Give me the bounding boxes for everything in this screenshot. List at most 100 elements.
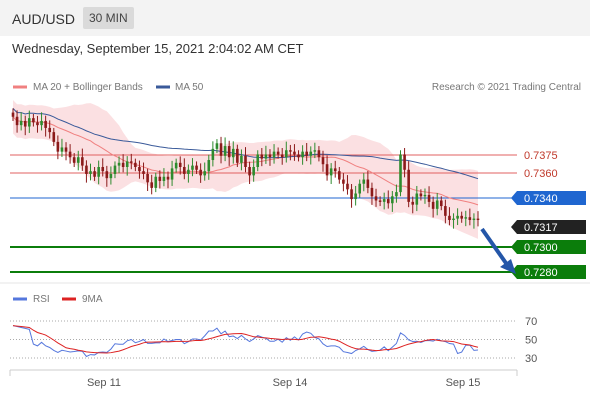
rsi-level-label: 50 bbox=[525, 335, 537, 347]
rsi-level-label: 30 bbox=[525, 353, 537, 365]
candle-body bbox=[333, 168, 337, 172]
rsi-level-label: 70 bbox=[525, 316, 537, 328]
candle-body bbox=[276, 151, 280, 155]
candle-body bbox=[346, 183, 349, 190]
candle-body bbox=[64, 147, 68, 152]
candle-body bbox=[215, 143, 219, 149]
candle-body bbox=[85, 165, 88, 174]
candle-body bbox=[244, 155, 247, 167]
candle-body bbox=[28, 118, 31, 127]
candle-body bbox=[435, 200, 439, 209]
rsi-line bbox=[12, 325, 479, 358]
candle-body bbox=[93, 171, 96, 177]
candle-body bbox=[423, 194, 427, 197]
candle-body bbox=[301, 151, 304, 158]
candle-body bbox=[264, 154, 268, 159]
candle-body bbox=[476, 218, 480, 221]
rsi-panel: 70 50 30 bbox=[10, 316, 537, 365]
candle-body bbox=[219, 143, 223, 156]
candle-body bbox=[280, 154, 284, 158]
candle-body bbox=[56, 141, 60, 152]
candle-body bbox=[52, 132, 56, 142]
candle-body bbox=[44, 120, 47, 128]
forecast-arrow bbox=[480, 227, 510, 268]
candle-body bbox=[97, 166, 100, 177]
last-price-box bbox=[511, 220, 586, 234]
pair-title: AUD/USD bbox=[12, 11, 76, 27]
candle-body bbox=[362, 179, 366, 184]
x-tick-label: Sep 14 bbox=[273, 377, 308, 389]
candle-body bbox=[81, 157, 84, 166]
candle-body bbox=[211, 148, 215, 161]
support-label: 0.7300 bbox=[524, 242, 558, 254]
candle-body bbox=[248, 166, 251, 176]
level-lines: 0.7375 0.7360 0.7340 0.7317 0.7300 0.7280 bbox=[10, 150, 586, 279]
candle-body bbox=[240, 155, 243, 163]
candle-body bbox=[338, 171, 341, 180]
candle-body bbox=[142, 171, 145, 174]
credit-label: Research © 2021 Trading Central bbox=[432, 82, 581, 93]
candle-body bbox=[191, 165, 194, 170]
candle-body bbox=[317, 150, 321, 158]
rsi-ma9-line bbox=[12, 325, 479, 354]
ma9-legend-label: 9MA bbox=[82, 294, 103, 305]
x-tick-label: Sep 15 bbox=[446, 377, 481, 389]
candle-body bbox=[313, 150, 317, 152]
forecast-arrow-head bbox=[500, 259, 516, 274]
candle-body bbox=[386, 199, 390, 204]
candle-body bbox=[231, 148, 235, 158]
candle-body bbox=[72, 157, 76, 163]
candle-body bbox=[342, 179, 345, 184]
candle-body bbox=[370, 187, 374, 197]
candle-body bbox=[460, 215, 463, 219]
support-label: 0.7280 bbox=[524, 267, 558, 279]
candle-body bbox=[305, 151, 308, 156]
candle-body bbox=[468, 217, 472, 221]
candle-body bbox=[293, 151, 296, 155]
candle-body bbox=[134, 162, 137, 167]
candle-body bbox=[11, 112, 15, 117]
ma50-legend-label: MA 50 bbox=[175, 82, 204, 93]
candle-body bbox=[207, 160, 211, 172]
candle-body bbox=[439, 200, 443, 207]
candle-body bbox=[68, 151, 72, 158]
candle-body bbox=[154, 176, 158, 188]
candle-body bbox=[378, 200, 382, 202]
candle-body bbox=[195, 165, 198, 170]
candle-body bbox=[252, 166, 255, 176]
candle-body bbox=[36, 122, 39, 126]
candle-body bbox=[178, 162, 182, 167]
candle-body bbox=[321, 157, 325, 165]
candle-body bbox=[166, 176, 170, 180]
candle-body bbox=[158, 176, 162, 181]
candle-body bbox=[15, 116, 19, 126]
candle-body bbox=[48, 127, 52, 133]
candle-body bbox=[399, 154, 402, 193]
candle-body bbox=[444, 206, 447, 216]
candle-body bbox=[162, 176, 166, 181]
candle-body bbox=[268, 154, 272, 158]
candle-body bbox=[382, 199, 386, 202]
resistance-label: 0.7375 bbox=[524, 150, 558, 162]
candle-body bbox=[89, 171, 92, 174]
candle-body bbox=[289, 150, 292, 152]
candle-body bbox=[391, 196, 394, 204]
pivot-label: 0.7340 bbox=[524, 193, 558, 205]
candle-body bbox=[146, 173, 149, 183]
candle-body bbox=[199, 169, 202, 176]
candle-body bbox=[407, 169, 410, 202]
candle-body bbox=[109, 173, 113, 179]
timeframe-badge[interactable]: 30 MIN bbox=[83, 7, 134, 29]
candle-body bbox=[354, 193, 357, 200]
candle-body bbox=[284, 150, 288, 158]
candle-body bbox=[121, 162, 125, 167]
candle-body bbox=[60, 147, 64, 152]
candle-body bbox=[113, 165, 117, 174]
candle-body bbox=[76, 157, 80, 163]
x-tick-label: Sep 11 bbox=[87, 377, 121, 389]
candle-body bbox=[117, 162, 121, 166]
candle-body bbox=[223, 146, 227, 156]
candle-body bbox=[403, 154, 406, 170]
candle-body bbox=[32, 118, 35, 123]
candle-body bbox=[138, 166, 141, 172]
